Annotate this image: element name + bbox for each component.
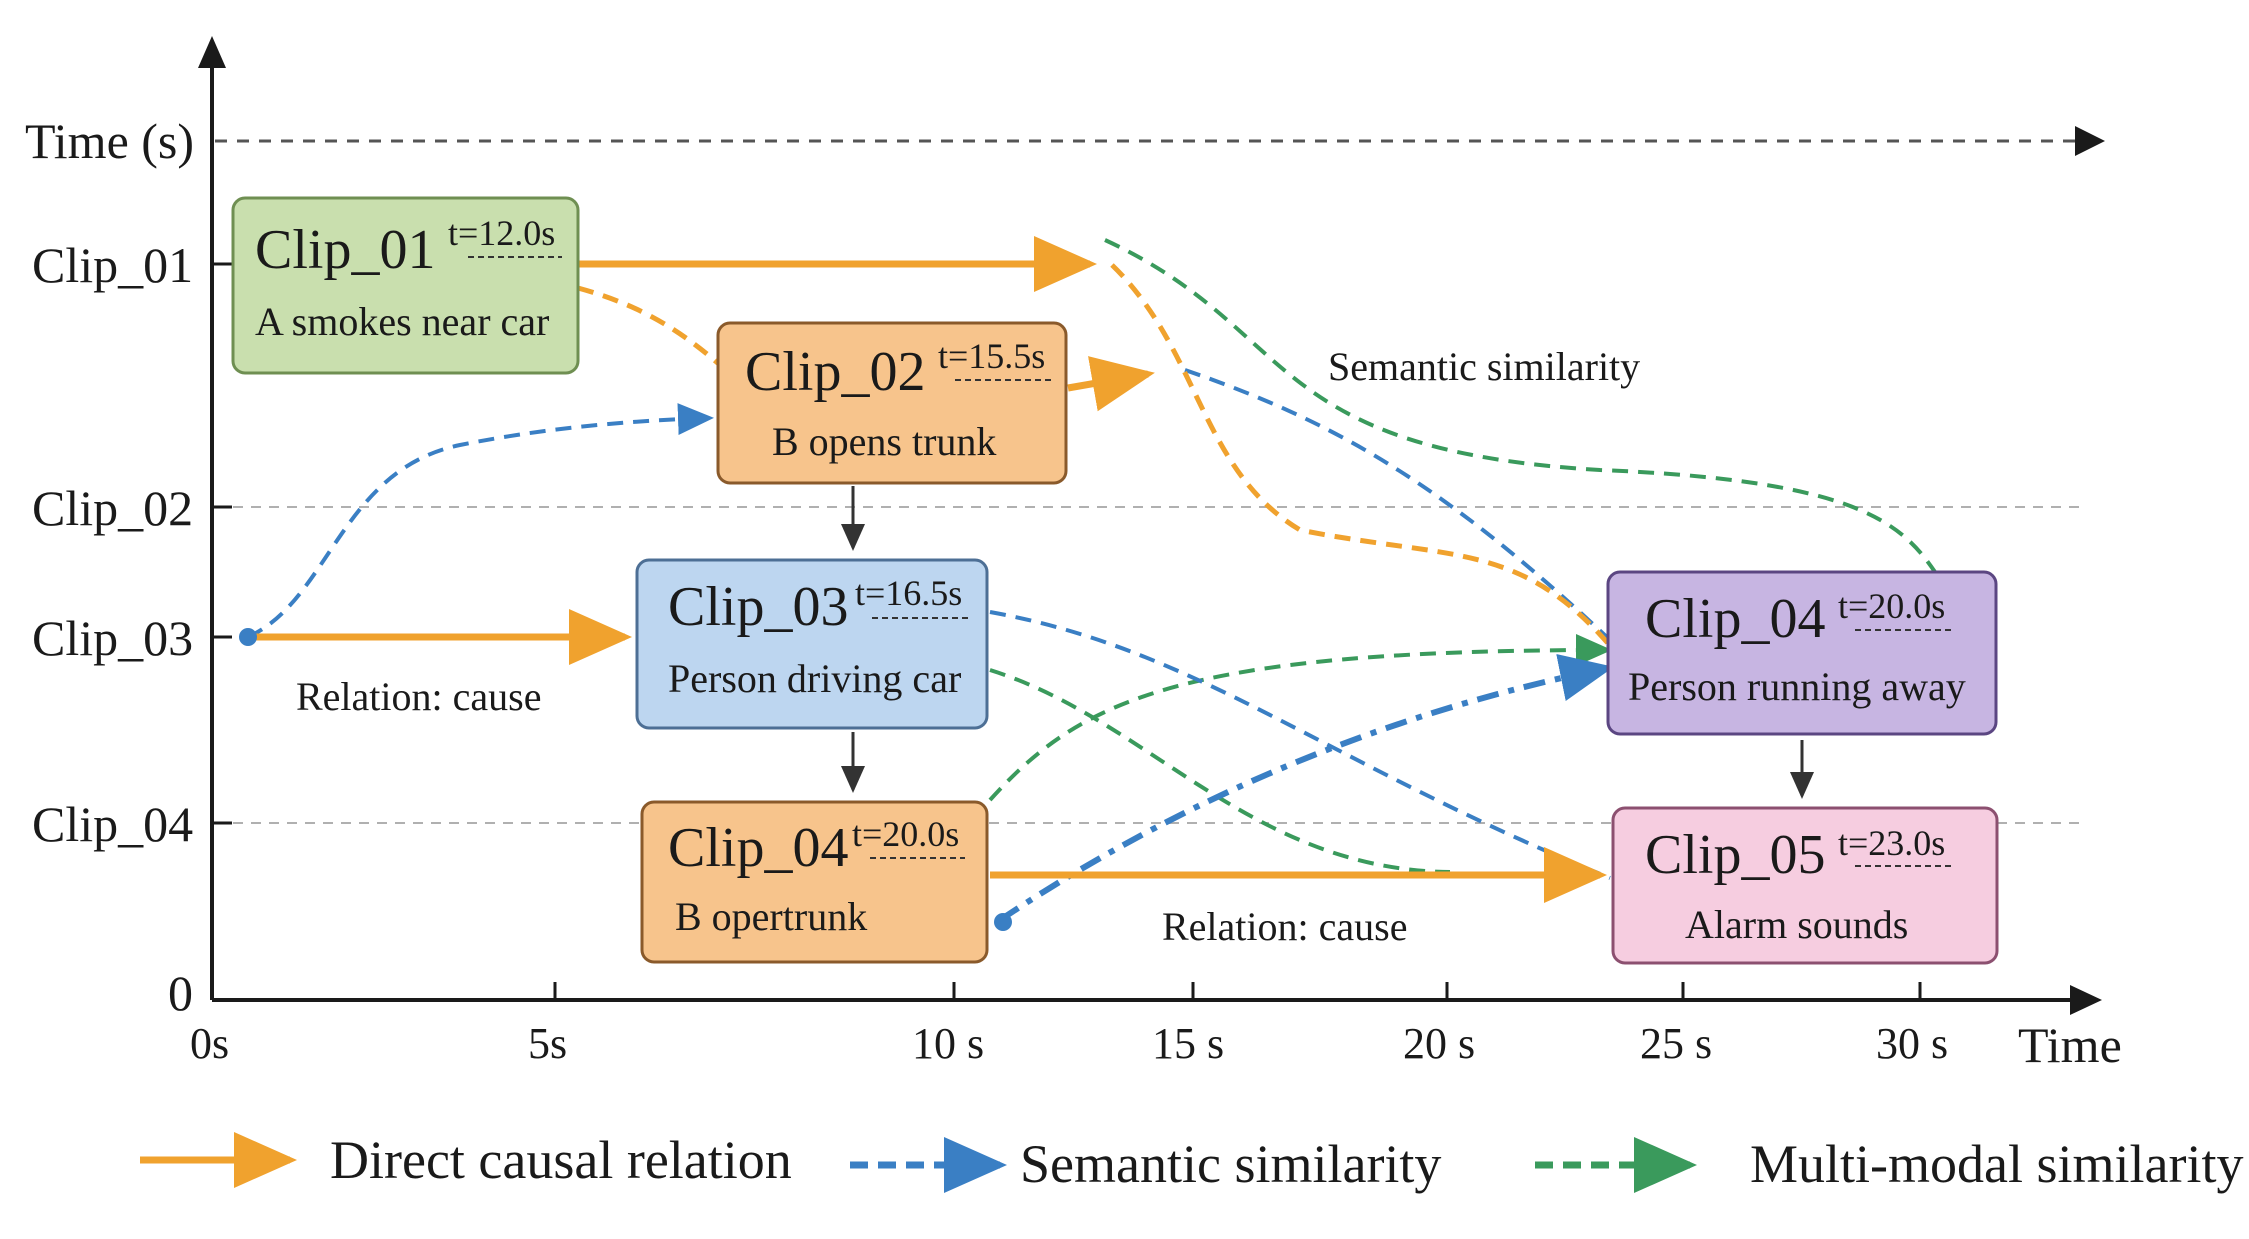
- clip-box-clip04a: Clip_04 t=20.0s B opertrunk: [640, 800, 989, 964]
- x-axis-arrow-icon: [2070, 985, 2102, 1015]
- causal-dashed-clip01-clip04b: [1110, 263, 1614, 650]
- x-tick-30s: 30 s: [1876, 1019, 1948, 1068]
- clip-description: Person driving car: [668, 656, 961, 701]
- semantic-link-clip03-clip05: [989, 610, 1611, 880]
- annotation-relation-cause-2: Relation: cause: [1162, 904, 1407, 949]
- annotation-semantic-similarity: Semantic similarity: [1328, 344, 1640, 389]
- clip-box-bg: [640, 800, 989, 964]
- y-tick-clip01: Clip_01: [32, 237, 193, 293]
- clip-timestamp: t=15.5s: [938, 336, 1045, 376]
- y-axis-arrow-icon: [198, 36, 226, 68]
- time-guide-arrow-icon: [2075, 126, 2105, 156]
- x-tick-0s: 0s: [190, 1019, 229, 1068]
- grid-lines: [215, 506, 2085, 824]
- y-axis-title: Time (s): [25, 113, 194, 169]
- x-axis-title: Time: [2018, 1017, 2122, 1073]
- clip-description: Person running away: [1628, 664, 1966, 709]
- clip-timestamp: t=12.0s: [448, 213, 555, 253]
- clip-timestamp: t=23.0s: [1838, 823, 1945, 863]
- clip-timestamp: t=20.0s: [1838, 586, 1945, 626]
- clip-box-clip03: Clip_03 t=16.5s Person driving car: [635, 558, 989, 730]
- clip-title: Clip_02: [745, 341, 925, 403]
- clip-title: Clip_04: [668, 817, 848, 879]
- start-dot-clip04a: [994, 913, 1012, 931]
- x-tick-15s: 15 s: [1152, 1019, 1224, 1068]
- clip-box-bg: [231, 196, 580, 375]
- clip-box-bg: [1606, 570, 1998, 736]
- semantic-link-clip02-clip04b: [1184, 368, 1612, 642]
- clip-box-clip02: Clip_02 t=15.5s B opens trunk: [716, 321, 1068, 485]
- x-tick-5s: 5s: [528, 1019, 567, 1068]
- semantic-link-clip03-clip02: [247, 403, 714, 639]
- y-tick-zero: 0: [168, 965, 193, 1021]
- clip-box-clip01: Clip_01 t=12.0s A smokes near car: [231, 196, 580, 375]
- legend-multimodal-label: Multi-modal similarity: [1750, 1134, 2243, 1194]
- clip-box-bg: [716, 321, 1068, 485]
- clip-description: B opens trunk: [772, 419, 996, 464]
- clip-title: Clip_01: [255, 219, 435, 281]
- start-dot-clip03: [239, 628, 257, 646]
- multimodal-link-clip01-clip04b: [1104, 238, 1937, 574]
- clip-box-clip05: Clip_05 t=23.0s Alarm sounds: [1611, 806, 1999, 965]
- clip-title: Clip_05: [1645, 824, 1825, 886]
- semantic-link-clip04a-clip04b: [998, 653, 1614, 923]
- x-tick-20s: 20 s: [1403, 1019, 1475, 1068]
- y-tick-clip04: Clip_04: [32, 796, 193, 852]
- clip-description: A smokes near car: [255, 299, 549, 344]
- clip-box-bg: [635, 558, 989, 730]
- clip-title: Clip_03: [668, 576, 848, 638]
- clip-box-bg: [1611, 806, 1999, 965]
- clip-timestamp: t=16.5s: [855, 573, 962, 613]
- multimodal-link-clip03-clip05: [989, 668, 1451, 874]
- multimodal-link-clip04a-clip04b: [988, 634, 1612, 802]
- clip-box-clip04b: Clip_04 t=20.0s Person running away: [1606, 570, 1998, 736]
- clip-timestamp: t=20.0s: [852, 814, 959, 854]
- x-tick-10s: 10 s: [912, 1019, 984, 1068]
- legend: Direct causal relation Semantic similari…: [140, 1130, 2243, 1194]
- causal-arrow-clip02: [1067, 356, 1155, 412]
- clip-description: Alarm sounds: [1685, 902, 1908, 947]
- clip-description: B opertrunk: [675, 894, 867, 939]
- annotation-relation-cause-1: Relation: cause: [296, 674, 541, 719]
- relation-lines: [247, 236, 1937, 923]
- y-tick-clip02: Clip_02: [32, 480, 193, 536]
- legend-causal-label: Direct causal relation: [330, 1130, 792, 1190]
- legend-semantic-label: Semantic similarity: [1020, 1134, 1441, 1194]
- clip-title: Clip_04: [1645, 588, 1825, 650]
- axes: [198, 36, 2102, 1015]
- x-tick-25s: 25 s: [1640, 1019, 1712, 1068]
- y-tick-clip03: Clip_03: [32, 610, 193, 666]
- causal-dashed-clip01-clip02: [577, 285, 722, 367]
